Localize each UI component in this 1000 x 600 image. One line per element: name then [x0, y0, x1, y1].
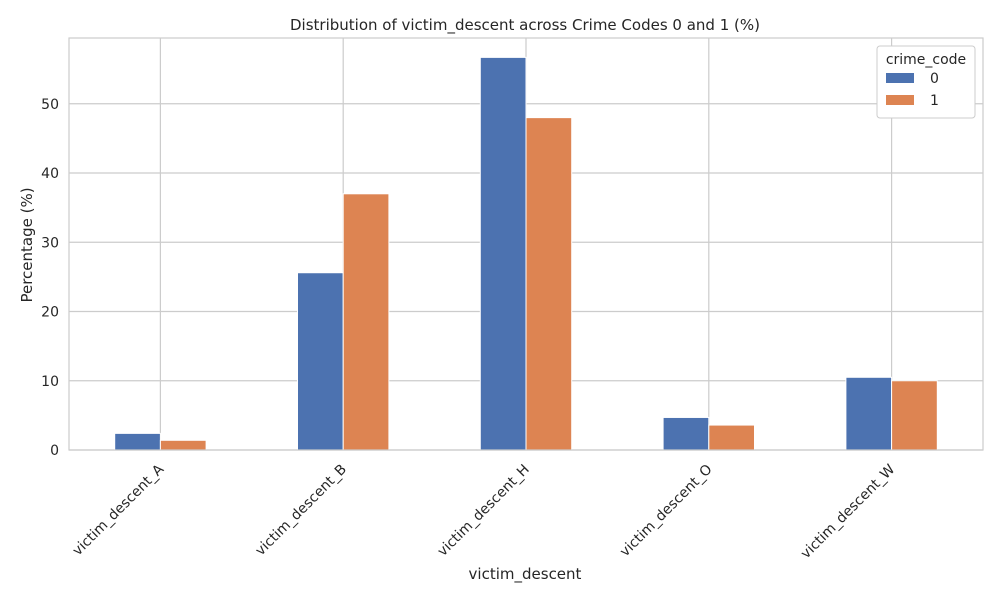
legend-swatch-0	[886, 73, 914, 83]
bar-series-0-victim_descent_W	[845, 376, 893, 451]
x-tick-label: victim_descent_A	[70, 461, 168, 559]
chart-title: Distribution of victim_descent across Cr…	[290, 16, 760, 35]
y-tick-label: 0	[50, 443, 59, 459]
x-tick-label: victim_descent_O	[617, 462, 716, 561]
legend-swatch-1	[886, 95, 914, 105]
bar-series-0-victim_descent_A	[114, 432, 161, 451]
legend-label-1: 1	[930, 93, 939, 109]
bar-series-1-victim_descent_O	[708, 424, 755, 451]
y-axis-title: Percentage (%)	[18, 187, 36, 302]
y-tick-label: 50	[41, 97, 59, 113]
x-tick-label: victim_descent_W	[798, 461, 899, 562]
y-tick-label: 30	[41, 235, 59, 251]
bar-series-1-victim_descent_W	[891, 380, 938, 451]
y-tick-labels: 0 10 20 30 40 50	[41, 97, 59, 459]
bar-series-1-victim_descent_A	[159, 439, 207, 451]
legend: crime_code 01	[876, 45, 976, 119]
x-tick-label: victim_descent_H	[435, 462, 533, 560]
y-tick-label: 40	[41, 166, 59, 182]
bar-series-0-victim_descent_B	[297, 272, 344, 451]
x-axis-title: victim_descent	[469, 565, 582, 584]
y-tick-label: 10	[41, 374, 59, 390]
bars	[114, 56, 938, 451]
legend-title: crime_code	[886, 52, 966, 68]
x-tick-labels: victim_descent_A victim_descent_B victim_d…	[70, 461, 899, 562]
plot-frame	[68, 37, 984, 451]
bar-series-1-victim_descent_H	[525, 117, 573, 451]
bar-series-1-victim_descent_B	[342, 193, 390, 451]
bar-series-0-victim_descent_O	[662, 416, 710, 451]
legend-items: 01	[886, 71, 939, 109]
bar-series-0-victim_descent_H	[479, 56, 527, 451]
legend-label-0: 0	[930, 71, 939, 87]
x-tick-label: victim_descent_B	[252, 462, 350, 560]
y-tick-label: 20	[41, 305, 59, 321]
